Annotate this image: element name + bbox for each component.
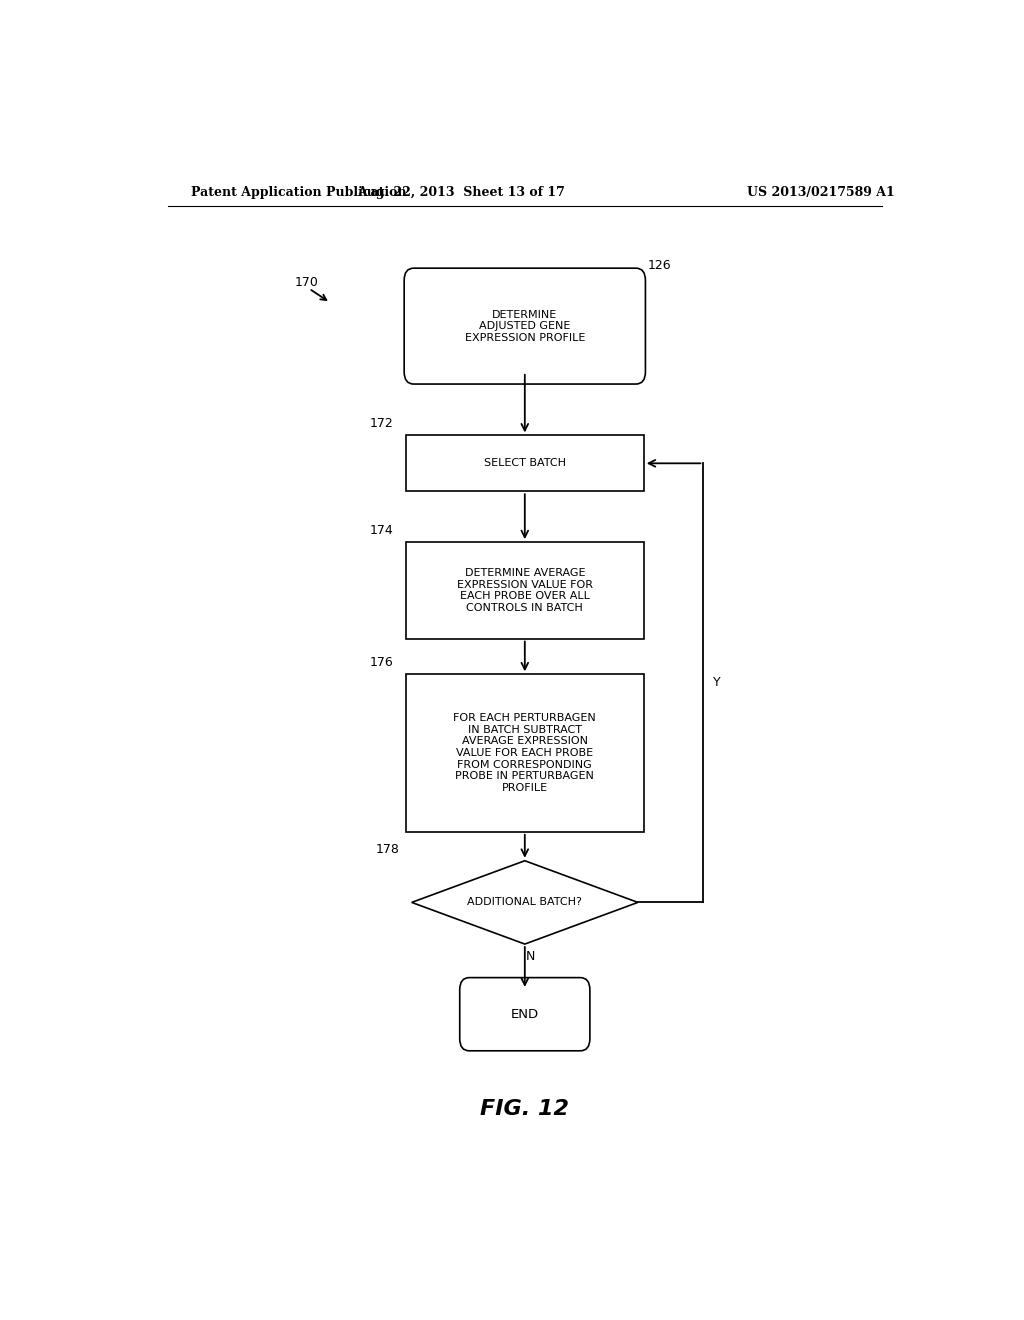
Text: Aug. 22, 2013  Sheet 13 of 17: Aug. 22, 2013 Sheet 13 of 17 [357,186,565,199]
Bar [406,436,644,491]
Text: 178: 178 [376,842,399,855]
Text: DETERMINE
ADJUSTED GENE
EXPRESSION PROFILE: DETERMINE ADJUSTED GENE EXPRESSION PROFI… [465,309,585,343]
Polygon shape [412,861,638,944]
Bar [406,543,644,639]
Text: ADDITIONAL BATCH?: ADDITIONAL BATCH? [467,898,583,907]
Text: SELECT BATCH: SELECT BATCH [483,458,566,469]
Text: Y: Y [713,676,721,689]
Text: DETERMINE AVERAGE
EXPRESSION VALUE FOR
EACH PROBE OVER ALL
CONTROLS IN BATCH: DETERMINE AVERAGE EXPRESSION VALUE FOR E… [457,568,593,612]
FancyBboxPatch shape [404,268,645,384]
Text: 174: 174 [370,524,394,537]
FancyBboxPatch shape [460,978,590,1051]
Text: 126: 126 [648,259,672,272]
Text: FOR EACH PERTURBAGEN
IN BATCH SUBTRACT
AVERAGE EXPRESSION
VALUE FOR EACH PROBE
F: FOR EACH PERTURBAGEN IN BATCH SUBTRACT A… [454,713,596,793]
Text: US 2013/0217589 A1: US 2013/0217589 A1 [748,186,895,199]
Text: 172: 172 [370,417,394,430]
Text: 176: 176 [370,656,394,669]
Text: N: N [525,950,536,962]
Text: END: END [511,1007,539,1020]
Text: Patent Application Publication: Patent Application Publication [191,186,407,199]
Text: 170: 170 [295,276,318,289]
Bar [406,675,644,832]
Text: FIG. 12: FIG. 12 [480,1098,569,1119]
